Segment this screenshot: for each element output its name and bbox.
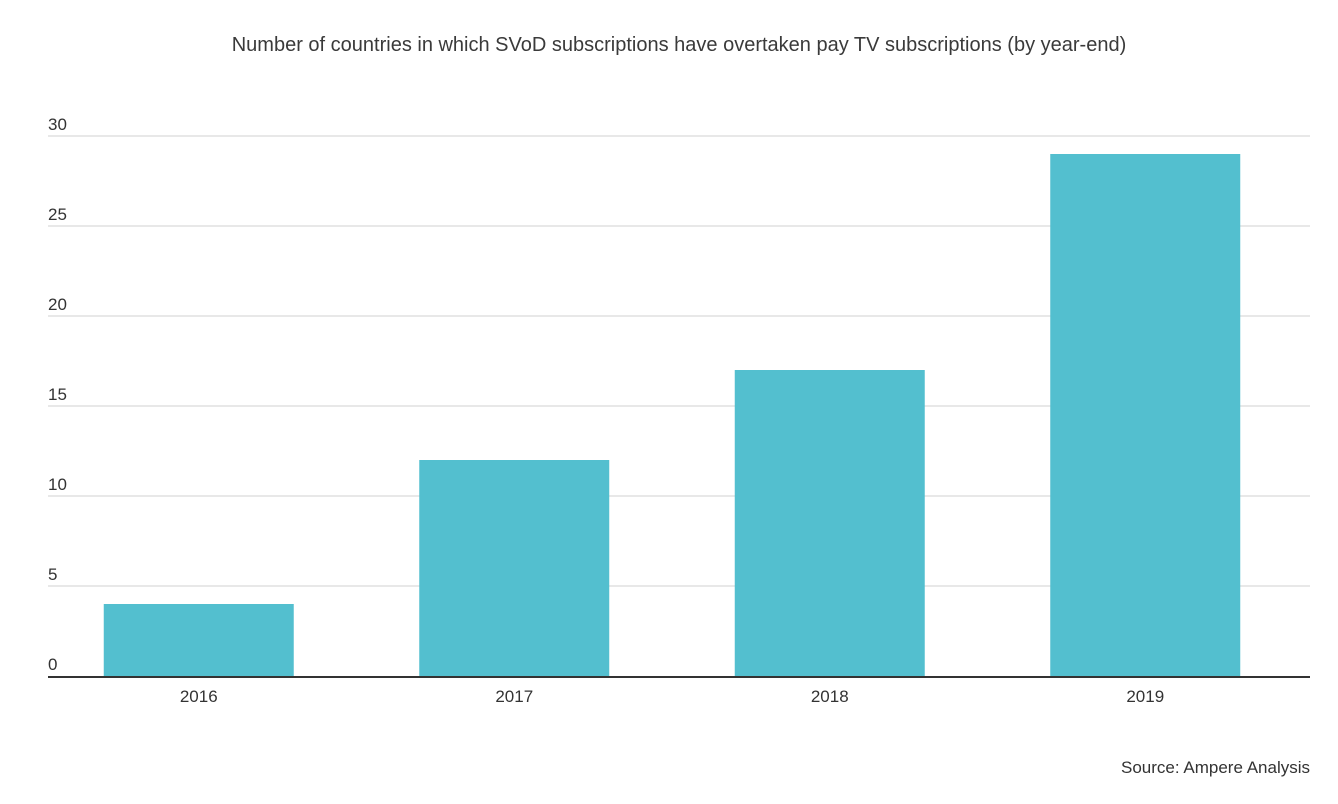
x-tick-label: 2018 — [811, 687, 849, 706]
bar-2018 — [734, 370, 925, 676]
x-tick-label: 2017 — [495, 687, 533, 706]
y-tick-label: 15 — [48, 385, 67, 404]
bar-2017 — [419, 460, 610, 676]
bar-2019 — [1050, 154, 1241, 676]
y-tick-label: 10 — [48, 475, 67, 494]
axes: 0 5 10 15 20 25 30 2016 2017 2018 2019 — [48, 115, 1310, 706]
bars — [103, 154, 1241, 676]
bar-2016 — [103, 604, 294, 676]
y-tick-label: 25 — [48, 205, 67, 224]
chart-title: Number of countries in which SVoD subscr… — [231, 34, 1127, 56]
y-tick-label: 30 — [48, 115, 67, 134]
x-tick-label: 2016 — [180, 687, 218, 706]
y-tick-label: 0 — [48, 655, 57, 674]
y-tick-label: 20 — [48, 295, 67, 314]
x-tick-label: 2019 — [1126, 687, 1164, 706]
source-note: Source: Ampere Analysis — [1121, 758, 1310, 777]
y-tick-label: 5 — [48, 565, 57, 584]
